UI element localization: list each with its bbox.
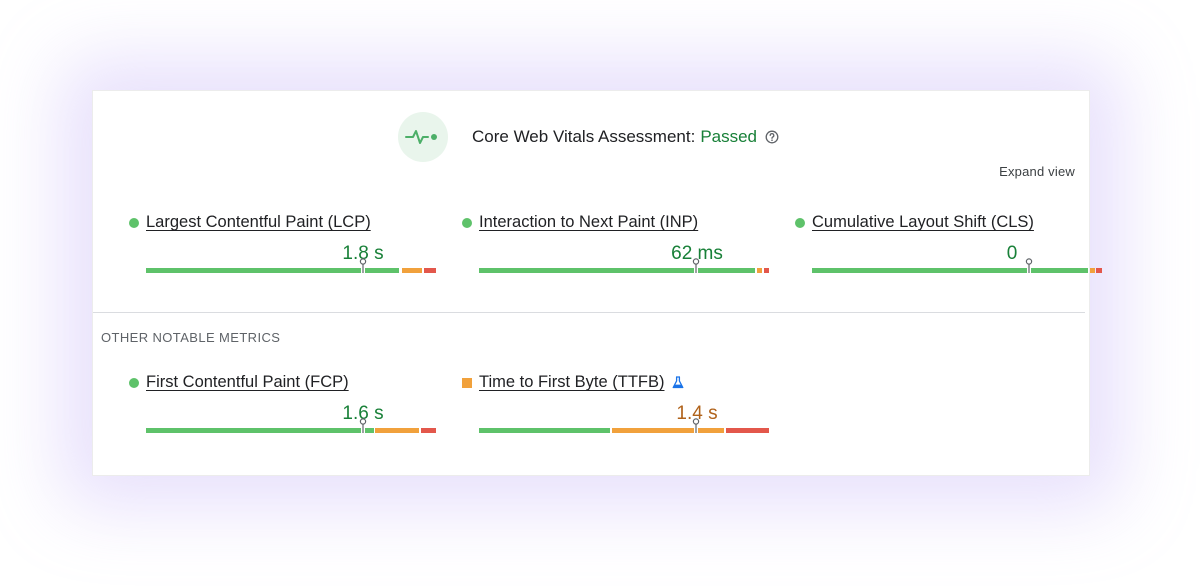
distribution-bar-inp	[479, 258, 769, 273]
percentile-marker-icon	[359, 418, 367, 433]
metric-link-cls[interactable]: Cumulative Layout Shift (CLS)	[812, 213, 1034, 231]
percentile-marker-icon	[359, 258, 367, 273]
metric-fcp: First Contentful Paint (FCP) 1.6 s	[111, 373, 436, 453]
segment-poor	[1096, 268, 1102, 273]
metric-link-inp[interactable]: Interaction to Next Paint (INP)	[479, 213, 699, 231]
metric-value-cls: 0	[1006, 243, 1018, 264]
distribution-bar-fcp	[146, 418, 436, 433]
status-good-dot-icon	[129, 377, 139, 388]
other-metrics-heading: OTHER NOTABLE METRICS	[101, 330, 281, 345]
core-web-vitals-card: Core Web Vitals Assessment: Passed Expan…	[92, 90, 1102, 476]
distribution-bar-cls	[812, 258, 1102, 273]
segment-poor	[764, 268, 769, 273]
segment-good	[812, 268, 1027, 273]
segment-needs-improvement	[698, 428, 724, 433]
segment-good	[146, 428, 361, 433]
metric-value-ttfb: 1.4 s	[676, 403, 718, 424]
expand-view-link[interactable]: Expand view	[999, 164, 1075, 179]
segment-poor	[726, 428, 769, 433]
segment-needs-improvement	[1090, 268, 1095, 273]
segment-needs-improvement	[757, 268, 762, 273]
status-good-dot-icon	[129, 217, 139, 228]
vitals-pulse-icon	[398, 112, 448, 162]
metric-inp: Interaction to Next Paint (INP) 62 ms	[444, 213, 769, 293]
status-needs-improvement-square-icon	[462, 377, 472, 388]
segment-poor	[424, 268, 436, 273]
percentile-marker-icon	[692, 258, 700, 273]
metric-title: Interaction to Next Paint (INP)	[462, 213, 698, 232]
metric-cls: Cumulative Layout Shift (CLS) 0	[777, 213, 1102, 293]
segment-good	[698, 268, 755, 273]
assessment-header: Core Web Vitals Assessment: Passed	[398, 111, 779, 163]
segment-good	[365, 428, 374, 433]
metric-title: Largest Contentful Paint (LCP)	[129, 213, 371, 232]
metric-title: Cumulative Layout Shift (CLS)	[795, 213, 1034, 232]
segment-good	[365, 268, 399, 273]
metric-title: Time to First Byte (TTFB)	[462, 373, 684, 392]
distribution-bar-lcp	[146, 258, 436, 273]
metric-value-inp: 62 ms	[671, 243, 723, 264]
segment-needs-improvement	[612, 428, 694, 433]
segment-good	[1031, 268, 1088, 273]
distribution-bar-ttfb	[479, 418, 769, 433]
metric-value-fcp: 1.6 s	[342, 403, 384, 424]
segment-good	[146, 268, 361, 273]
metric-link-fcp[interactable]: First Contentful Paint (FCP)	[146, 373, 349, 391]
flask-icon[interactable]	[672, 376, 684, 389]
metric-link-ttfb[interactable]: Time to First Byte (TTFB)	[479, 373, 665, 391]
segment-good	[479, 268, 694, 273]
segment-good	[479, 428, 610, 433]
status-good-dot-icon	[795, 217, 805, 228]
percentile-marker-icon	[692, 418, 700, 433]
help-circle-icon[interactable]	[765, 130, 779, 144]
metric-title: First Contentful Paint (FCP)	[129, 373, 349, 392]
segment-needs-improvement	[375, 428, 419, 433]
assessment-status: Passed	[700, 127, 758, 146]
metric-ttfb: Time to First Byte (TTFB) 1.4 s	[444, 373, 769, 453]
segment-poor	[421, 428, 436, 433]
status-good-dot-icon	[462, 217, 472, 228]
metric-value-lcp: 1.8 s	[342, 243, 384, 264]
percentile-marker-icon	[1025, 258, 1033, 273]
metric-link-lcp[interactable]: Largest Contentful Paint (LCP)	[146, 213, 371, 231]
metric-lcp: Largest Contentful Paint (LCP) 1.8 s	[111, 213, 436, 293]
segment-needs-improvement	[402, 268, 422, 273]
assessment-title: Core Web Vitals Assessment:	[472, 127, 696, 146]
section-divider	[93, 312, 1085, 313]
